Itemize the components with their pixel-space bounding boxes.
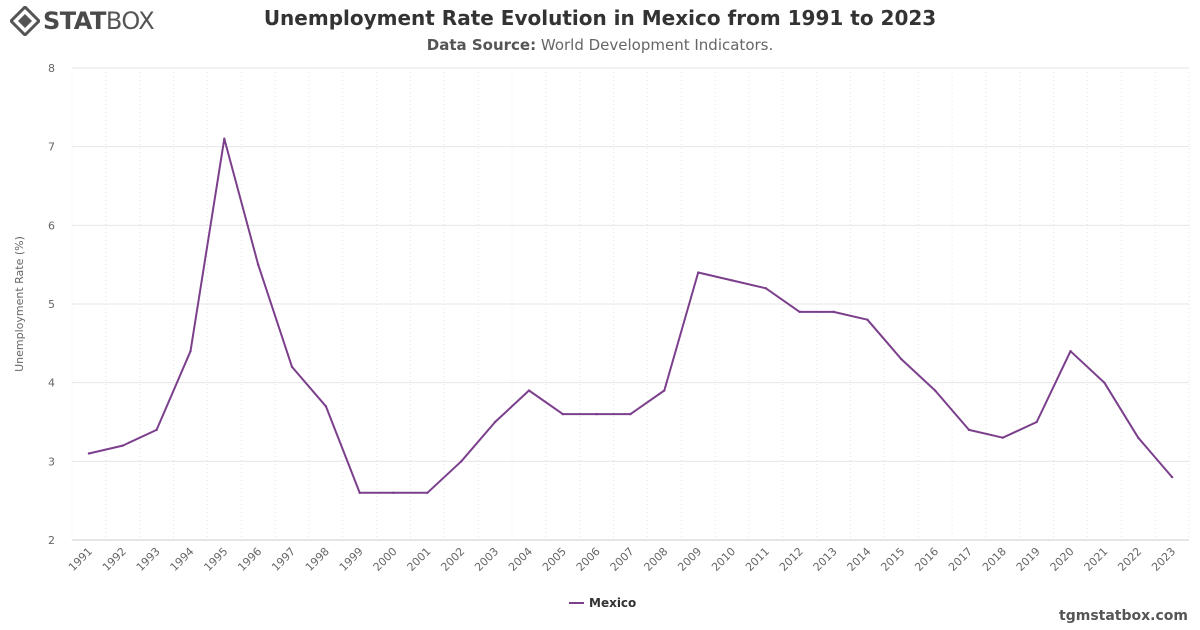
data-point[interactable] (1103, 381, 1106, 384)
x-tick-label: 2021 (1082, 545, 1111, 574)
data-point[interactable] (866, 318, 869, 321)
data-point[interactable] (967, 428, 971, 432)
data-point[interactable] (696, 271, 700, 274)
x-tick-label: 2012 (777, 545, 806, 574)
series-group (87, 137, 1174, 494)
x-tick-label: 2008 (641, 545, 670, 574)
data-point[interactable] (256, 263, 260, 266)
x-tick-label: 1999 (337, 545, 366, 574)
x-tick-label: 2018 (980, 545, 1009, 574)
y-tick-label: 2 (48, 534, 55, 547)
chart-title: Unemployment Rate Evolution in Mexico fr… (263, 6, 937, 30)
x-tick-label: 2016 (912, 545, 941, 574)
y-tick-label: 5 (48, 298, 55, 311)
y-tick-label: 6 (48, 219, 55, 232)
x-tick-label: 2020 (1048, 545, 1077, 574)
watermark[interactable]: tgmstatbox.com (1059, 608, 1188, 624)
data-point[interactable] (1137, 436, 1140, 439)
x-tick-label: 1997 (269, 545, 298, 574)
data-point[interactable] (561, 412, 565, 416)
x-axis-ticks: 1991 1992 1993 1994 1995 1996 1997 1998 1999 2000… (66, 545, 1178, 574)
x-tick-label: 1992 (100, 545, 129, 574)
x-tick-label: 2007 (608, 545, 637, 574)
data-point[interactable] (155, 428, 158, 432)
statbox-logo[interactable]: STATBOX (10, 6, 155, 36)
y-tick-label: 7 (48, 141, 55, 154)
data-point[interactable] (1035, 420, 1038, 424)
y-tick-label: 3 (48, 455, 55, 468)
x-tick-label: 2011 (743, 545, 772, 574)
grid-lines (71, 67, 1190, 541)
x-tick-label: 2000 (371, 545, 400, 574)
data-point[interactable] (764, 287, 768, 290)
data-point[interactable] (324, 405, 328, 408)
data-point[interactable] (832, 310, 835, 314)
data-point[interactable] (730, 279, 734, 282)
x-tick-label: 1994 (168, 545, 197, 574)
x-tick-label: 1993 (134, 545, 163, 574)
x-tick-label: 1998 (303, 545, 332, 574)
y-axis-title: Unemployment Rate (%) (13, 236, 26, 372)
x-tick-label: 2022 (1115, 545, 1144, 574)
data-point[interactable] (87, 452, 91, 455)
data-point[interactable] (290, 365, 294, 369)
data-point[interactable] (121, 444, 124, 447)
data-point[interactable] (798, 310, 801, 314)
data-point[interactable] (426, 491, 429, 494)
data-point[interactable] (358, 491, 361, 494)
y-axis-ticks: 2 3 4 5 6 7 8 (48, 62, 55, 547)
source-value: World Development Indicators. (540, 36, 774, 54)
data-point[interactable] (900, 357, 903, 361)
logo-bold-text: STAT (43, 7, 106, 35)
chart-subtitle: Data Source: World Development Indicator… (0, 36, 1200, 54)
x-tick-label: 2001 (405, 545, 434, 574)
logo-light-text: BOX (105, 7, 155, 35)
x-tick-label: 2017 (946, 545, 975, 574)
data-point[interactable] (629, 412, 632, 416)
data-point[interactable] (527, 389, 531, 392)
data-point[interactable] (392, 491, 395, 494)
x-tick-label: 2005 (540, 545, 569, 574)
x-tick-label: 1995 (201, 545, 230, 574)
data-point[interactable] (1001, 436, 1005, 439)
logo-wordmark: STATBOX (43, 6, 155, 36)
data-point[interactable] (189, 350, 192, 353)
legend-label: Mexico (589, 596, 636, 610)
data-point[interactable] (663, 389, 666, 392)
source-label: Data Source: (426, 36, 537, 54)
x-tick-label: 2004 (506, 545, 535, 574)
x-tick-label: 2003 (472, 545, 501, 574)
x-tick-label: 2010 (709, 545, 738, 574)
data-point[interactable] (933, 389, 937, 392)
data-point[interactable] (1170, 475, 1174, 479)
data-point[interactable] (460, 460, 463, 463)
data-point[interactable] (493, 420, 497, 424)
x-tick-label: 2013 (811, 545, 840, 574)
data-point[interactable] (223, 137, 226, 140)
data-point[interactable] (595, 412, 598, 416)
x-tick-label: 2002 (438, 545, 467, 574)
y-tick-label: 4 (48, 377, 55, 390)
x-tick-label: 1991 (66, 545, 95, 574)
x-tick-label: 2019 (1014, 545, 1043, 574)
legend[interactable]: Mexico (569, 596, 636, 610)
x-tick-label: 2006 (574, 545, 603, 574)
statbox-diamond-icon (10, 6, 40, 36)
data-point[interactable] (1069, 350, 1072, 353)
x-tick-label: 2014 (845, 545, 874, 574)
x-tick-label: 2009 (675, 545, 704, 574)
x-tick-label: 2023 (1149, 545, 1178, 574)
x-tick-label: 2015 (878, 545, 907, 574)
series-line-mexico[interactable] (88, 137, 1173, 494)
x-tick-label: 1996 (235, 545, 264, 574)
y-tick-label: 8 (48, 62, 55, 75)
